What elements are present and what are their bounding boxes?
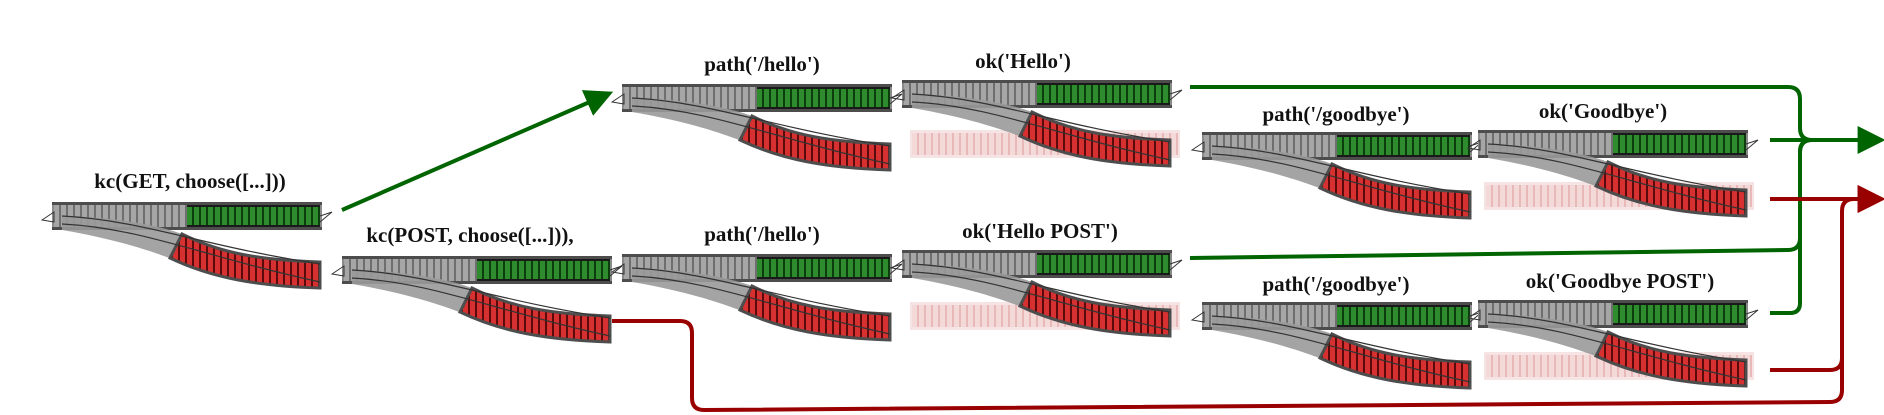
track-path-hello-top [610,82,904,172]
label-post-kc: kc(POST, choose([...])), [366,223,574,247]
label-ok-hello-post: ok('Hello POST') [962,219,1118,243]
track-path-hello-bottom [610,252,904,342]
label-ok-hello: ok('Hello') [975,49,1071,73]
track-get-kc [40,200,334,290]
label-path-goodbye-bottom: path('/goodbye') [1262,272,1410,296]
connector-post-failure [612,211,1844,413]
label-ok-goodbye-post: ok('Goodbye POST') [1525,269,1715,293]
track-post-kc [330,254,624,344]
label-get-kc: kc(GET, choose([...])) [94,169,286,193]
track-path-goodbye-bottom [1190,300,1484,390]
label-path-hello-bottom: path('/hello') [704,222,820,246]
connector-ok-goodbye-post-failure [1770,185,1884,372]
connector-get-to-path-hello [341,90,614,212]
label-path-hello-top: path('/hello') [704,52,820,76]
label-ok-goodbye: ok('Goodbye') [1538,99,1668,123]
connector-ok-goodbye-post-success [1770,138,1813,315]
label-path-goodbye-top: path('/goodbye') [1262,102,1410,126]
track-path-goodbye-top [1190,130,1484,220]
